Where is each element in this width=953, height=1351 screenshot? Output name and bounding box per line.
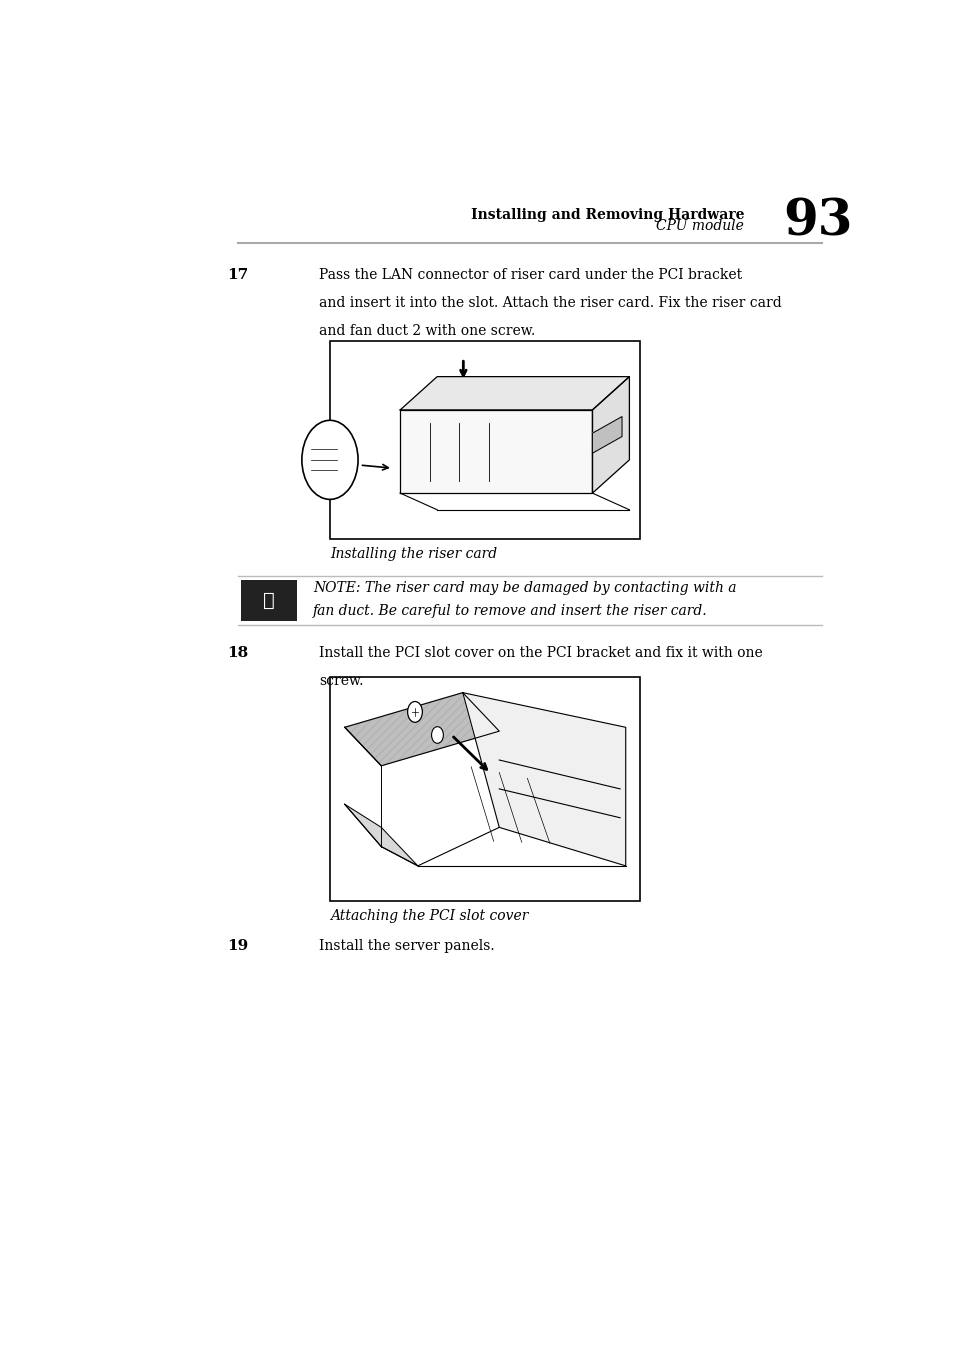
FancyBboxPatch shape <box>330 677 639 901</box>
Text: Attaching the PCI slot cover: Attaching the PCI slot cover <box>330 909 528 923</box>
Text: Installing and Removing Hardware: Installing and Removing Hardware <box>470 208 743 223</box>
Polygon shape <box>400 409 592 493</box>
Text: 17: 17 <box>227 269 249 282</box>
Text: Pass the LAN connector of riser card under the PCI bracket: Pass the LAN connector of riser card und… <box>318 269 741 282</box>
FancyBboxPatch shape <box>241 581 296 621</box>
Text: ✋: ✋ <box>262 592 274 611</box>
Text: screw.: screw. <box>318 674 363 688</box>
Text: CPU module: CPU module <box>656 219 743 232</box>
Text: 93: 93 <box>782 199 852 247</box>
Circle shape <box>407 701 422 723</box>
FancyBboxPatch shape <box>330 340 639 539</box>
Circle shape <box>431 727 443 743</box>
Polygon shape <box>592 416 621 453</box>
Polygon shape <box>592 377 629 493</box>
Text: Install the server panels.: Install the server panels. <box>318 939 494 954</box>
Text: NOTE: The riser card may be damaged by contacting with a: NOTE: The riser card may be damaged by c… <box>313 581 736 596</box>
Polygon shape <box>344 804 417 866</box>
Text: Install the PCI slot cover on the PCI bracket and fix it with one: Install the PCI slot cover on the PCI br… <box>318 646 761 659</box>
Circle shape <box>301 420 357 500</box>
Polygon shape <box>344 693 498 766</box>
Text: 19: 19 <box>227 939 249 954</box>
Text: 18: 18 <box>227 646 249 659</box>
Text: and insert it into the slot. Attach the riser card. Fix the riser card: and insert it into the slot. Attach the … <box>318 296 781 311</box>
Polygon shape <box>462 693 625 866</box>
Text: Installing the riser card: Installing the riser card <box>330 547 497 561</box>
Text: and fan duct 2 with one screw.: and fan duct 2 with one screw. <box>318 324 535 338</box>
Text: fan duct. Be careful to remove and insert the riser card.: fan duct. Be careful to remove and inser… <box>313 604 707 619</box>
Polygon shape <box>400 377 629 409</box>
